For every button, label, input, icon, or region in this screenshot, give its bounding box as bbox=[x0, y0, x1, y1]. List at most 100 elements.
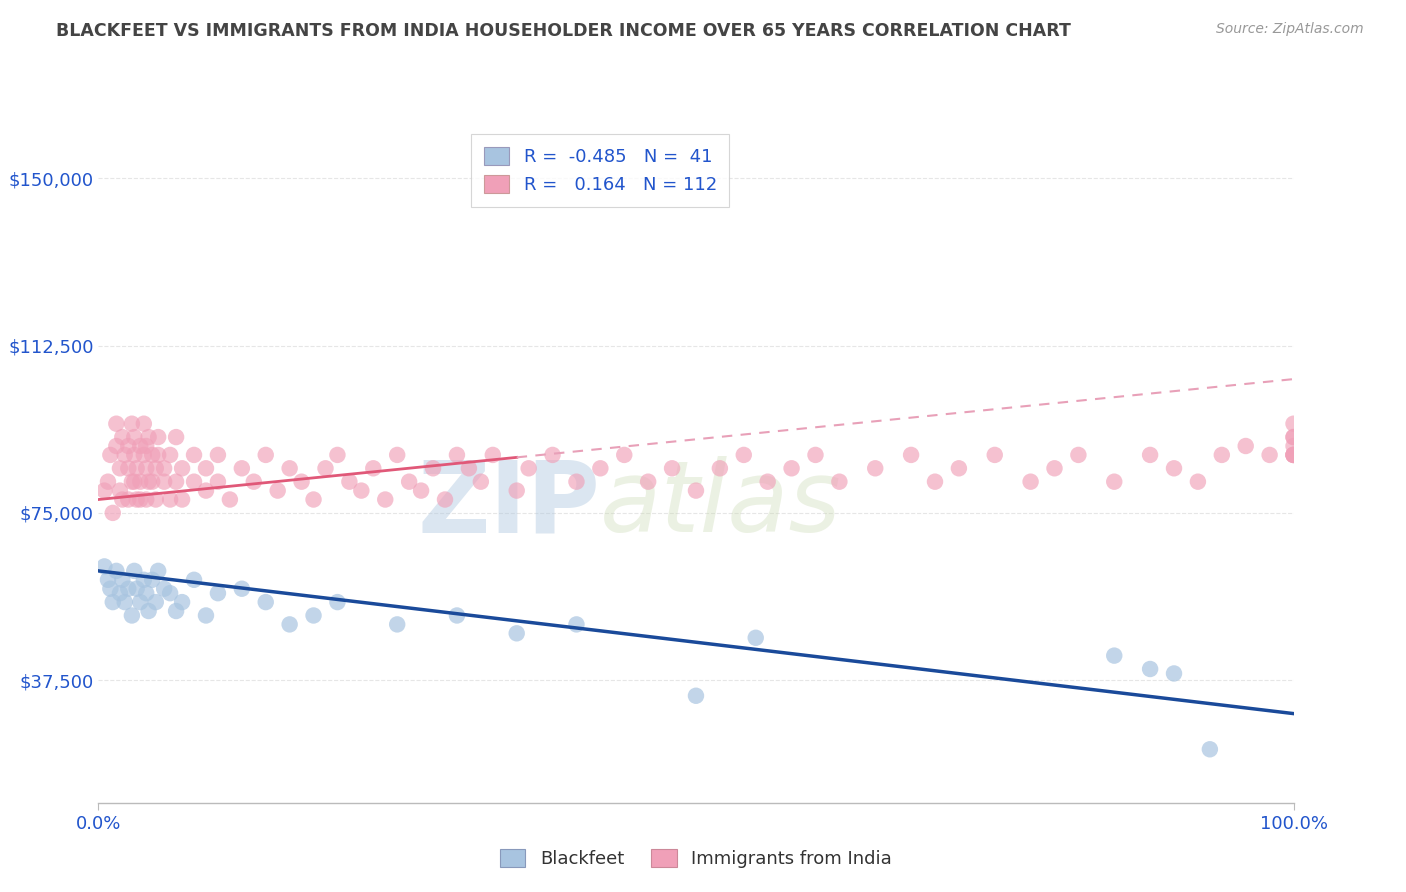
Point bbox=[117, 492, 139, 507]
Text: atlas: atlas bbox=[600, 456, 842, 553]
Point bbox=[1139, 448, 1161, 462]
Point bbox=[326, 595, 349, 609]
Point bbox=[828, 475, 851, 489]
Point bbox=[458, 461, 481, 475]
Point bbox=[121, 475, 143, 489]
Point bbox=[101, 595, 124, 609]
Point bbox=[1282, 448, 1305, 462]
Point bbox=[481, 448, 505, 462]
Point bbox=[125, 492, 148, 507]
Point bbox=[685, 483, 707, 498]
Point bbox=[135, 586, 157, 600]
Point bbox=[385, 617, 409, 632]
Point bbox=[278, 617, 301, 632]
Point bbox=[172, 492, 194, 507]
Point bbox=[613, 448, 636, 462]
Point bbox=[183, 475, 205, 489]
Point bbox=[1282, 448, 1305, 462]
Point bbox=[337, 475, 360, 489]
Point bbox=[129, 439, 152, 453]
Point bbox=[132, 448, 155, 462]
Point bbox=[153, 475, 176, 489]
Point bbox=[1163, 666, 1185, 681]
Point bbox=[254, 595, 277, 609]
Point bbox=[183, 448, 205, 462]
Point bbox=[565, 475, 588, 489]
Point bbox=[863, 461, 886, 475]
Point bbox=[111, 430, 134, 444]
Point bbox=[194, 608, 217, 623]
Point bbox=[1282, 439, 1305, 453]
Point bbox=[924, 475, 946, 489]
Point bbox=[125, 461, 148, 475]
Point bbox=[148, 564, 170, 578]
Point bbox=[121, 417, 143, 431]
Point bbox=[108, 461, 131, 475]
Point bbox=[114, 595, 136, 609]
Point bbox=[159, 492, 181, 507]
Point bbox=[231, 461, 253, 475]
Point bbox=[159, 448, 181, 462]
Point bbox=[637, 475, 659, 489]
Point bbox=[153, 461, 176, 475]
Point bbox=[1282, 448, 1305, 462]
Point bbox=[125, 582, 148, 596]
Point bbox=[172, 461, 194, 475]
Point bbox=[1282, 448, 1305, 462]
Point bbox=[105, 564, 128, 578]
Point bbox=[278, 461, 301, 475]
Point bbox=[1163, 461, 1185, 475]
Point bbox=[98, 448, 122, 462]
Point bbox=[97, 573, 120, 587]
Point bbox=[93, 483, 115, 498]
Point bbox=[1282, 430, 1305, 444]
Point bbox=[117, 461, 139, 475]
Point bbox=[148, 448, 170, 462]
Point bbox=[117, 439, 139, 453]
Point bbox=[117, 582, 139, 596]
Text: Source: ZipAtlas.com: Source: ZipAtlas.com bbox=[1216, 22, 1364, 37]
Point bbox=[101, 506, 124, 520]
Point bbox=[138, 430, 160, 444]
Point bbox=[243, 475, 266, 489]
Point bbox=[207, 475, 229, 489]
Point bbox=[267, 483, 290, 498]
Point bbox=[165, 475, 187, 489]
Point bbox=[804, 448, 827, 462]
Point bbox=[145, 595, 167, 609]
Point bbox=[105, 439, 128, 453]
Point bbox=[159, 586, 181, 600]
Point bbox=[111, 492, 134, 507]
Point bbox=[135, 461, 157, 475]
Point bbox=[565, 617, 588, 632]
Point bbox=[1139, 662, 1161, 676]
Point bbox=[1198, 742, 1220, 756]
Point bbox=[194, 461, 217, 475]
Text: BLACKFEET VS IMMIGRANTS FROM INDIA HOUSEHOLDER INCOME OVER 65 YEARS CORRELATION : BLACKFEET VS IMMIGRANTS FROM INDIA HOUSE… bbox=[56, 22, 1071, 40]
Point bbox=[302, 608, 325, 623]
Point bbox=[900, 448, 922, 462]
Point bbox=[948, 461, 970, 475]
Point bbox=[326, 448, 349, 462]
Point bbox=[1067, 448, 1090, 462]
Point bbox=[124, 448, 146, 462]
Point bbox=[145, 492, 167, 507]
Point bbox=[1234, 439, 1257, 453]
Point bbox=[506, 483, 529, 498]
Point bbox=[124, 475, 146, 489]
Point bbox=[780, 461, 803, 475]
Point bbox=[1043, 461, 1066, 475]
Point bbox=[411, 483, 433, 498]
Point bbox=[114, 448, 136, 462]
Point bbox=[433, 492, 456, 507]
Point bbox=[254, 448, 277, 462]
Point bbox=[302, 492, 325, 507]
Point bbox=[517, 461, 540, 475]
Point bbox=[183, 573, 205, 587]
Point bbox=[506, 626, 529, 640]
Point bbox=[350, 483, 373, 498]
Point bbox=[153, 582, 176, 596]
Point bbox=[145, 461, 167, 475]
Point bbox=[219, 492, 242, 507]
Point bbox=[470, 475, 492, 489]
